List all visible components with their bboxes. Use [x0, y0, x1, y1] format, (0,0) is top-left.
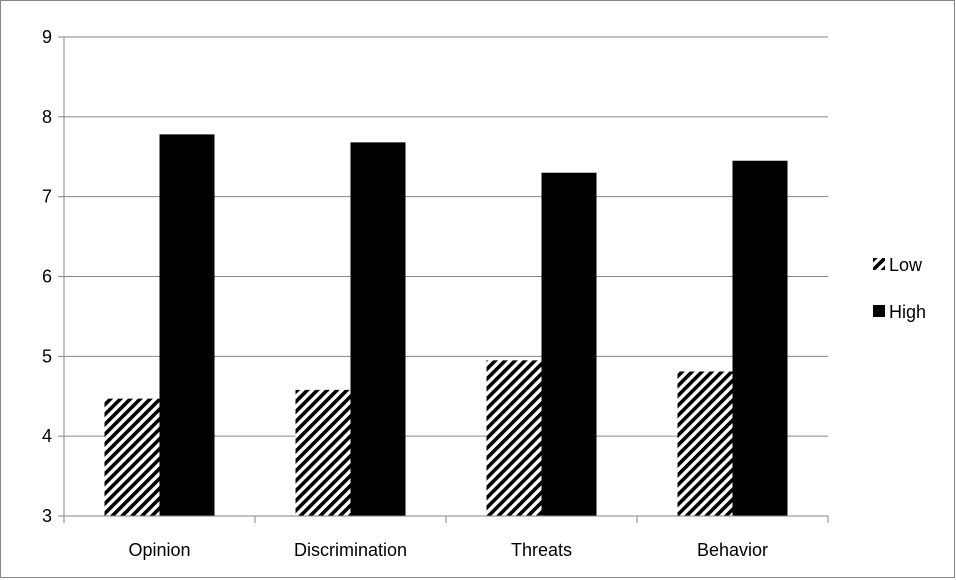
bar-low-behavior [677, 371, 733, 516]
bar-high-opinion [159, 134, 215, 516]
y-tick-label: 5 [42, 346, 52, 366]
y-tick-label: 6 [42, 267, 52, 287]
legend-label-high: High [889, 302, 926, 322]
x-category-label: Opinion [128, 540, 190, 560]
y-tick-label: 9 [42, 27, 52, 47]
bar-high-discrimination [350, 142, 406, 516]
bar-low-discrimination [295, 389, 351, 516]
y-tick-label: 4 [42, 426, 52, 446]
legend: Low High [873, 255, 926, 322]
bar-high-threats [541, 172, 597, 516]
x-category-label: Threats [511, 540, 572, 560]
bar-low-threats [486, 360, 542, 516]
bar-low-opinion [104, 398, 160, 516]
x-category-label: Behavior [697, 540, 768, 560]
x-category-label: Discrimination [294, 540, 407, 560]
bars [104, 134, 788, 516]
bar-high-behavior [732, 160, 788, 516]
legend-swatch-low [873, 258, 885, 270]
y-tick-label: 8 [42, 107, 52, 127]
axes [58, 36, 829, 523]
y-tick-label: 3 [42, 506, 52, 526]
y-tick-label: 7 [42, 187, 52, 207]
legend-label-low: Low [889, 255, 923, 275]
legend-swatch-high [873, 305, 885, 317]
axis-labels: 3 4 5 6 7 8 9 Opinion Discrimination Threats Behav… [42, 27, 768, 560]
